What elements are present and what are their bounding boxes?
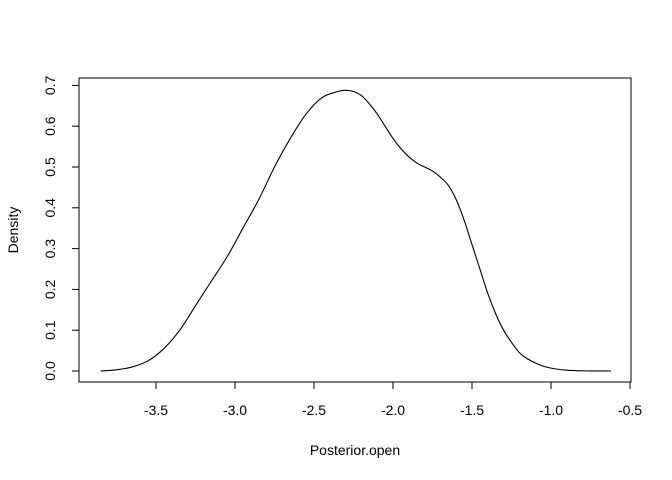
x-tick-label: -1.5 <box>460 402 484 418</box>
y-tick-label: 0.2 <box>42 279 58 299</box>
x-tick-label: -3.0 <box>223 402 247 418</box>
x-tick-label: -1.0 <box>539 402 563 418</box>
y-axis-title: Density <box>5 207 21 254</box>
y-tick-label: 0.1 <box>42 320 58 340</box>
y-axis: 0.0 0.1 0.2 0.3 0.4 0.5 0.6 0.7 <box>42 75 80 381</box>
x-tick-label: -3.5 <box>144 402 168 418</box>
y-tick-label: 0.5 <box>42 157 58 177</box>
x-tick-label: -0.5 <box>618 402 642 418</box>
x-axis: -3.5 -3.0 -2.5 -2.0 -1.5 -1.0 -0.5 <box>144 381 642 418</box>
x-axis-title: Posterior.open <box>310 442 400 458</box>
x-tick-label: -2.0 <box>381 402 405 418</box>
plot-frame <box>78 77 632 383</box>
y-tick-label: 0.0 <box>42 361 58 381</box>
y-tick-label: 0.7 <box>42 75 58 95</box>
density-curve <box>100 89 612 372</box>
x-tick-label: -2.5 <box>302 402 326 418</box>
y-tick-label: 0.4 <box>42 198 58 218</box>
y-tick-label: 0.6 <box>42 116 58 136</box>
y-tick-label: 0.3 <box>42 239 58 259</box>
